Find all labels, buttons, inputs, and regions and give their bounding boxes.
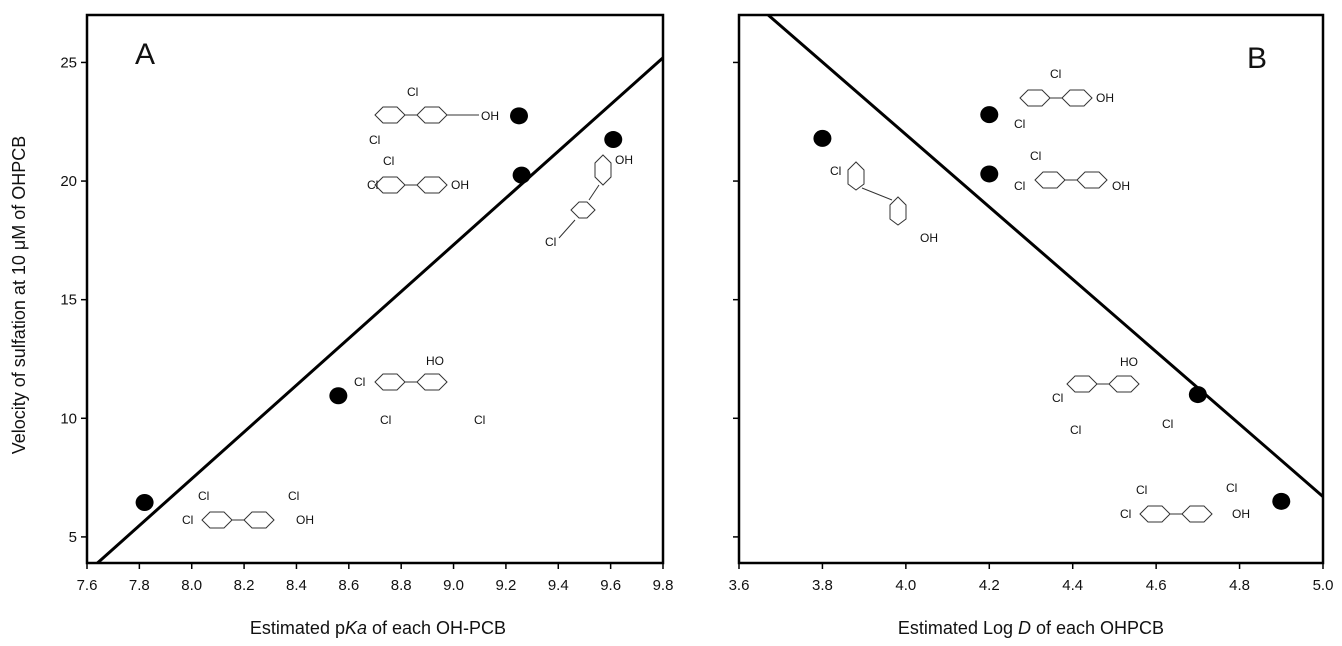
panel-b-x-tick-label: 3.8: [812, 577, 833, 594]
chem-label: Cl: [367, 178, 378, 192]
panel-a-x-tick-label: 9.2: [495, 577, 516, 594]
panel-b-x-title-italic: D: [1018, 618, 1031, 638]
chem-label: Cl: [182, 513, 193, 527]
panel-a-x-tick-label: 9.8: [653, 577, 674, 594]
panel-b-structure-3-4-dichloro-biphenylol: Cl Cl OH: [1014, 149, 1130, 193]
panel-a-x-tick-label: 9.4: [548, 577, 569, 594]
panel-b-data-point: [980, 165, 998, 182]
chem-label: OH: [451, 178, 469, 192]
panel-b-data-point: [1189, 386, 1207, 403]
chem-label: OH: [615, 153, 633, 167]
chem-label: Cl: [1070, 423, 1081, 437]
panel-b-x-tick-label: 4.8: [1229, 577, 1250, 594]
panel-a-y-tick-label: 15: [60, 292, 77, 309]
panel-a-x-title-italic: Ka: [345, 618, 367, 638]
panel-b-structure-2-5-dichloro-biphenylol: Cl Cl OH: [1014, 67, 1114, 131]
chem-label: Cl: [1226, 481, 1237, 495]
chem-label: Cl: [830, 164, 841, 178]
panel-a-data-point: [329, 387, 347, 404]
panel-b-data-point: [813, 130, 831, 147]
panel-a-structure-2-5-dichloro-biphenylol: Cl Cl OH: [369, 85, 499, 147]
panel-a-y-tick-label: 10: [60, 410, 77, 427]
panel-a-x-tick-label: 8.2: [234, 577, 255, 594]
panel-a-data-point: [604, 131, 622, 148]
chem-label: OH: [1112, 179, 1130, 193]
panel-a-structure-3-4-5-trichloro-biphenylol: HO Cl Cl Cl: [354, 354, 485, 427]
panel-a: 7.6 7.8 8.0 8.2 8.4 8.6 8.8 9.0 9.2 9.4 9.6 9.8 5 10 1…: [9, 15, 673, 638]
panel-a-x-axis-title: Estimated pKa of each OH-PCB: [250, 618, 506, 638]
chem-label: Cl: [354, 375, 365, 389]
chem-label: Cl: [288, 489, 299, 503]
panel-b-x-tick-label: 4.6: [1146, 577, 1167, 594]
panel-a-x-tick-label: 9.6: [600, 577, 621, 594]
panel-b-regression-line: [768, 15, 1323, 497]
panel-a-x-tick-label: 7.8: [129, 577, 150, 594]
chem-label: HO: [1120, 355, 1138, 369]
panel-b: 3.6 3.8 4.0 4.2 4.4 4.6 4.8 5.0 B Estimated Log…: [729, 15, 1334, 638]
chem-label: Cl: [1120, 507, 1131, 521]
panel-b-structure-tetrachloro-biphenylol: Cl Cl Cl OH: [1120, 481, 1250, 522]
chem-label: OH: [1096, 91, 1114, 105]
panel-a-data-point: [513, 167, 531, 184]
chem-label: Cl: [369, 133, 380, 147]
chem-label: OH: [1232, 507, 1250, 521]
panel-a-x-tick-label: 8.6: [338, 577, 359, 594]
panel-a-y-tick-label: 25: [60, 54, 77, 71]
panel-b-structure-4-chloro-biphenylol: Cl OH: [830, 162, 938, 245]
chem-label: Cl: [380, 413, 391, 427]
panel-a-y-axis-title: Velocity of sulfation at 10 μM of OHPCB: [9, 136, 29, 455]
panel-a-structure-tetrachloro-biphenylol: Cl Cl Cl OH: [182, 489, 314, 528]
panel-b-x-title-part3: of each OHPCB: [1031, 618, 1164, 638]
panel-a-structure-3-4-dichloro-biphenylol: Cl Cl OH: [367, 154, 469, 193]
chem-label: Cl: [1030, 149, 1041, 163]
panel-a-x-tick-label: 8.8: [391, 577, 412, 594]
panel-b-x-axis-title: Estimated Log D of each OHPCB: [898, 618, 1164, 638]
panel-a-x-tick-label: 8.4: [286, 577, 307, 594]
panel-a-x-title-part1: Estimated p: [250, 618, 345, 638]
chem-label: Cl: [1014, 117, 1025, 131]
chem-label: Cl: [545, 235, 556, 249]
chem-label: Cl: [1052, 391, 1063, 405]
panel-b-x-tick-label: 3.6: [729, 577, 750, 594]
panel-b-data-point: [1272, 493, 1290, 510]
panel-a-data-point: [510, 107, 528, 124]
chem-label: Cl: [198, 489, 209, 503]
panel-a-structure-4-chloro-biphenylol: OH Cl: [545, 153, 633, 249]
chem-label: Cl: [1162, 417, 1173, 431]
chem-label: OH: [296, 513, 314, 527]
chem-label: OH: [920, 231, 938, 245]
panel-a-x-title-part3: of each OH-PCB: [367, 618, 506, 638]
panel-a-x-tick-label: 9.0: [443, 577, 464, 594]
panel-b-x-tick-label: 5.0: [1313, 577, 1334, 594]
chem-label: Cl: [1136, 483, 1147, 497]
panel-b-x-tick-label: 4.2: [979, 577, 1000, 594]
panel-a-plot-frame: [87, 15, 663, 563]
panel-b-x-tick-label: 4.4: [1062, 577, 1083, 594]
chem-label: Cl: [474, 413, 485, 427]
panel-a-data-point: [136, 494, 154, 511]
chem-label: HO: [426, 354, 444, 368]
chem-label: OH: [481, 109, 499, 123]
chem-label: Cl: [1014, 179, 1025, 193]
panel-a-x-tick-label: 7.6: [77, 577, 98, 594]
panel-b-x-tick-label: 4.0: [895, 577, 916, 594]
panel-b-letter: B: [1247, 42, 1267, 75]
panel-a-x-tick-label: 8.0: [181, 577, 202, 594]
chem-label: Cl: [1050, 67, 1061, 81]
panel-b-data-point: [980, 106, 998, 123]
panel-a-letter: A: [135, 38, 155, 71]
panel-b-x-title-part1: Estimated Log: [898, 618, 1018, 638]
panel-b-structure-3-4-5-trichloro-biphenylol: HO Cl Cl Cl: [1052, 355, 1173, 437]
chem-label: Cl: [383, 154, 394, 168]
panel-b-data: [768, 15, 1323, 510]
panel-a-y-tick-label: 20: [60, 173, 77, 190]
panel-a-y-tick-label: 5: [69, 529, 77, 546]
chem-label: Cl: [407, 85, 418, 99]
